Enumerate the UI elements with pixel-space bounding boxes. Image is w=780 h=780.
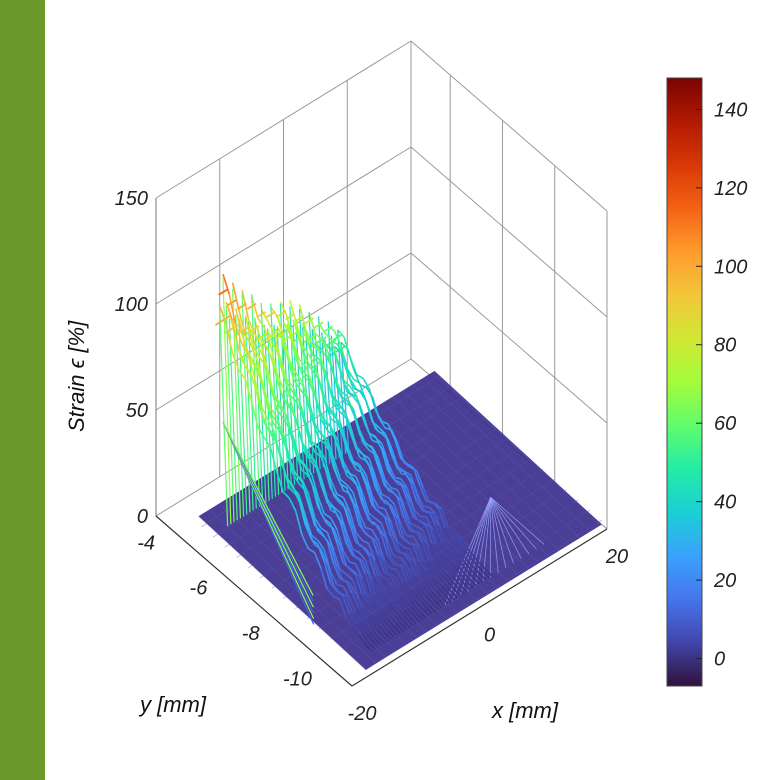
ridge-segment: [423, 506, 429, 507]
ridge-segment: [391, 569, 397, 570]
ridge-segment: [268, 321, 274, 333]
colorbar-tick-label: 40: [714, 492, 736, 514]
ridge-segment: [394, 556, 400, 557]
ridge-segment: [397, 565, 403, 566]
z-tick-label: 100: [115, 294, 148, 316]
x-tick-label: -20: [348, 703, 377, 725]
y-axis-label: y [mm]: [138, 692, 207, 717]
colorbar-gradient: [667, 78, 702, 686]
colorbar-tick-label: 140: [714, 99, 747, 121]
ridge-segment: [315, 397, 321, 421]
colorbar-tick-label: 80: [714, 335, 736, 357]
z-axis-label: Strain ϵ [%]: [64, 320, 89, 432]
y-tick-label: -6: [190, 578, 209, 600]
y-tick-label: -8: [242, 623, 260, 645]
ridge-segment: [347, 349, 353, 369]
colorbar-tick-label: 60: [714, 413, 736, 435]
colorbar-tick-label: 20: [713, 570, 736, 592]
ridge-segment: [429, 502, 435, 503]
colorbar-tick-label: 120: [714, 178, 747, 200]
y-tick-label: -4: [137, 532, 155, 554]
colorbar-tick-label: 100: [714, 256, 747, 278]
colorbar: 0 20 40 60 80 100 120 140: [667, 78, 747, 686]
colorbar-tick-label: 0: [714, 649, 725, 671]
y-tick-label: -10: [283, 668, 312, 690]
ridge-drop: [220, 310, 228, 526]
x-axis-label: x [mm]: [491, 698, 559, 723]
x-tick-label: 0: [484, 625, 495, 647]
grid-line-z-side: [411, 41, 607, 211]
z-tick-label: 0: [137, 506, 148, 528]
z-tick-label: 50: [126, 400, 148, 422]
ridge-segment: [239, 370, 245, 379]
ridge-segment: [363, 393, 369, 410]
ridge-segment: [325, 333, 331, 340]
ridge-segment: [400, 553, 406, 554]
x-tick-label: 20: [605, 546, 628, 568]
grid-line-z-side: [411, 147, 607, 317]
z-tick-label: 150: [115, 188, 148, 210]
